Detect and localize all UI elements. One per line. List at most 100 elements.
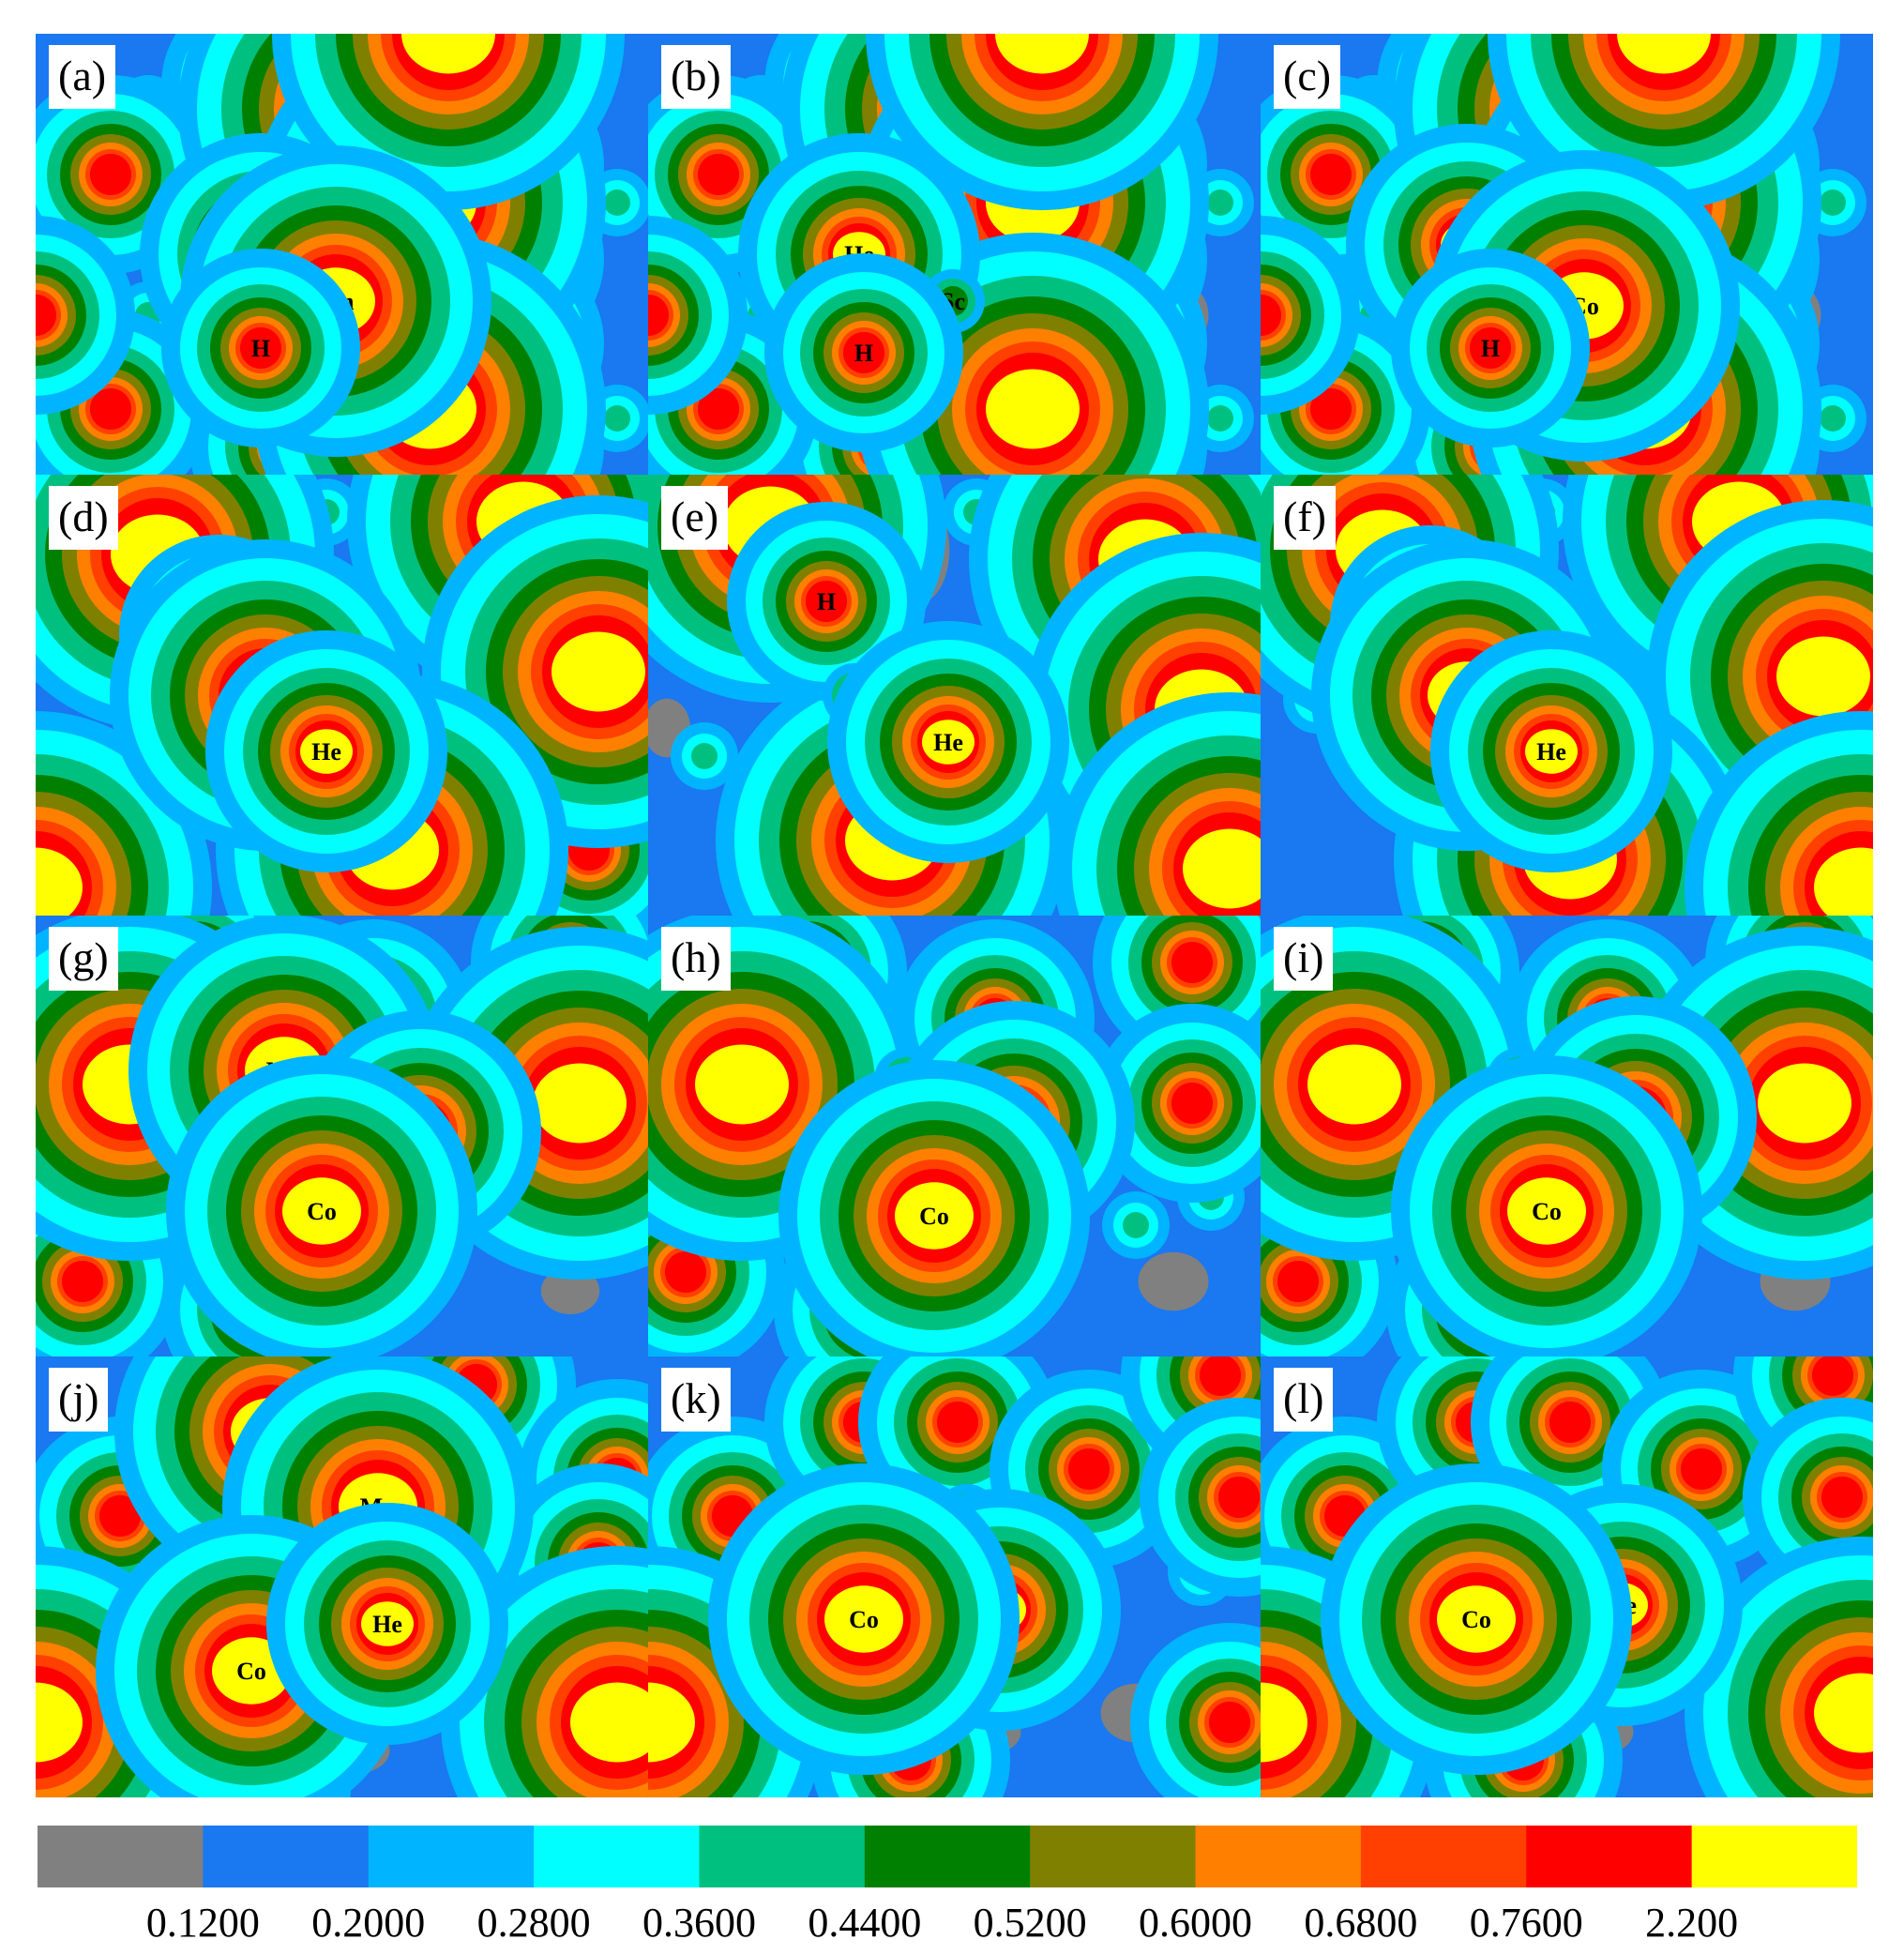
panel-label: (i) — [1274, 927, 1334, 991]
solute-site-core — [240, 327, 281, 369]
atom-site-core — [99, 1495, 141, 1537]
atom-site-core — [62, 1261, 103, 1302]
panel-label: (j) — [49, 1368, 109, 1432]
solute-site-core — [1525, 729, 1578, 774]
atom-site-core — [90, 388, 131, 430]
colorbar-tick-label: 0.4400 — [808, 1900, 922, 1946]
panel-a: HeMnH(a) — [36, 34, 648, 475]
interstitial-peak-core — [604, 189, 630, 216]
matrix-atom-core — [36, 1682, 83, 1763]
matrix-atom-core — [36, 847, 83, 916]
atom-site-core — [1209, 1702, 1250, 1743]
interstitial-peak-core — [604, 405, 630, 432]
contour-map: HCoHe — [1261, 475, 1873, 916]
panel-label: (h) — [661, 927, 731, 991]
atom-site-core — [1310, 388, 1352, 430]
panel-b: HeScH(b) — [648, 34, 1261, 475]
contour-map: HeMnH — [36, 34, 648, 475]
atom-label: Co — [1461, 1606, 1491, 1633]
matrix-atom-core — [1758, 1063, 1851, 1144]
contour-map: ZrHeCo — [1261, 916, 1873, 1356]
colorbar-swatch — [864, 1826, 1031, 1887]
panel-label: (c) — [1274, 45, 1341, 109]
atom-site-core — [1171, 1083, 1213, 1124]
matrix-atom-core — [1307, 1044, 1401, 1125]
atom-site-core — [1068, 1448, 1110, 1490]
panel-l: ZrHeCo(l) — [1261, 1356, 1873, 1797]
interstitial-peak-core — [1820, 405, 1846, 432]
colorbar-tick-label: 0.7600 — [1469, 1900, 1583, 1946]
solute-site-core — [824, 1585, 903, 1653]
contour-map: HeScH — [648, 34, 1261, 475]
atom-site-core — [1549, 1402, 1591, 1443]
panel-i: ZrHeCo(i) — [1261, 916, 1873, 1356]
colorbar-tick-label: 0.5200 — [973, 1900, 1087, 1946]
matrix-atom-core — [1776, 636, 1870, 717]
atom-label: H — [817, 588, 836, 615]
interstitial-peak-core — [1123, 1212, 1149, 1238]
matrix-atom-core — [1814, 1673, 1873, 1753]
atom-site-core — [1171, 942, 1213, 983]
solute-site-core — [895, 1182, 974, 1250]
atom-site-core — [698, 154, 739, 195]
atom-site-core — [698, 388, 739, 430]
colorbar-swatch — [699, 1826, 866, 1887]
colorbar-swatch — [38, 1826, 204, 1887]
contour-map: HMnHe — [36, 475, 648, 916]
atom-label: Co — [1532, 1198, 1562, 1225]
panel-g: MnHeCo(g) — [36, 916, 648, 1356]
atom-site-core — [1310, 154, 1352, 195]
panel-label: (g) — [49, 927, 118, 991]
matrix-atom-core — [401, 34, 495, 74]
contour-map: MnCoHe — [36, 1356, 648, 1797]
atom-site-core — [1681, 1448, 1722, 1490]
atom-site-core — [648, 295, 669, 336]
solute-site-core — [1470, 327, 1511, 369]
panel-label: (l) — [1274, 1368, 1334, 1432]
atom-label: H — [251, 335, 270, 362]
solute-site-core — [1437, 1585, 1516, 1653]
panel-label: (d) — [49, 486, 118, 550]
contour-map: MnHeCo — [36, 916, 648, 1356]
atom-label: He — [933, 729, 963, 756]
atom-site-core — [90, 154, 131, 195]
interstitial-peak-core — [1207, 189, 1233, 216]
contour-map: ScHeCo — [648, 1356, 1261, 1797]
colorbar-swatch — [534, 1826, 700, 1887]
matrix-atom-core — [570, 1682, 648, 1763]
panel-label: (k) — [661, 1368, 731, 1432]
atom-site-core — [937, 1402, 978, 1443]
matrix-atom-core — [648, 1682, 695, 1763]
atom-label: Co — [919, 1203, 949, 1230]
colorbar — [38, 1826, 1857, 1887]
solute-site-core — [1507, 1177, 1586, 1245]
panel-label: (b) — [661, 45, 731, 109]
contour-map: ScHeCo — [648, 916, 1261, 1356]
panel-label: (a) — [49, 45, 116, 109]
colorbar-tick-label: 0.2800 — [476, 1900, 591, 1946]
atom-site-core — [1277, 1261, 1319, 1302]
atom-label: Co — [849, 1606, 879, 1633]
low-density-region — [1138, 1251, 1209, 1311]
interstitial-peak-core — [1820, 189, 1846, 216]
solute-site-core — [300, 729, 353, 774]
panel-h: ScHeCo(h) — [648, 916, 1261, 1356]
panel-label: (f) — [1274, 486, 1336, 550]
atom-site-core — [1261, 295, 1281, 336]
interstitial-peak-core — [691, 743, 718, 769]
panel-e: HScHe(e) — [648, 475, 1261, 916]
atom-label: He — [311, 738, 341, 765]
colorbar-swatch — [1526, 1826, 1693, 1887]
solute-site-core — [806, 581, 847, 622]
panel-j: MnCoHe(j) — [36, 1356, 648, 1797]
panel-d: HMnHe(d) — [36, 475, 648, 916]
matrix-atom-core — [1261, 1682, 1307, 1763]
atom-label: He — [1536, 738, 1566, 765]
atom-site-core — [1200, 1356, 1241, 1396]
solute-site-core — [361, 1601, 414, 1646]
colorbar-tick-label: 0.3600 — [642, 1900, 756, 1946]
colorbar-tick-label: 0.6800 — [1304, 1900, 1418, 1946]
matrix-atom-core — [552, 631, 645, 712]
solute-site-core — [843, 332, 884, 373]
